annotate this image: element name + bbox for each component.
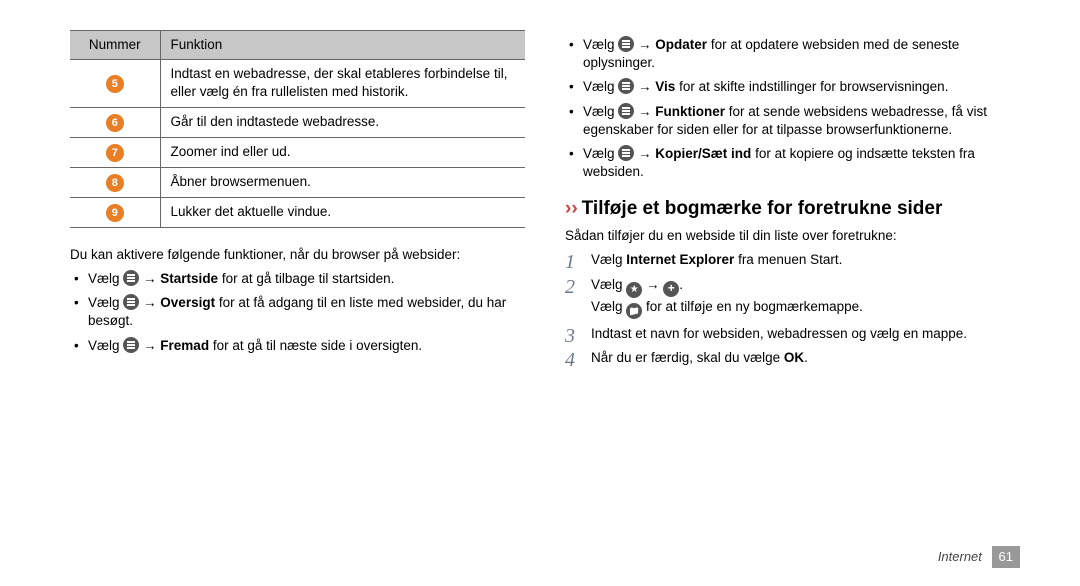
number-badge: 8: [106, 174, 124, 192]
table-row: 9 Lukker det aktuelle vindue.: [70, 197, 525, 227]
steps-list: 1 Vælg Internet Explorer fra menuen Star…: [565, 251, 1020, 367]
number-badge: 9: [106, 204, 124, 222]
step-2: 2 Vælg → . Vælg for at tilføje en ny bog…: [565, 276, 1020, 319]
bullet-oversigt: Vælg → Oversigt for at få adgang til en …: [70, 294, 525, 330]
intro-text: Du kan aktivere følgende funktioner, når…: [70, 246, 525, 264]
function-desc: Lukker det aktuelle vindue.: [160, 197, 525, 227]
bullet-funktioner: Vælg → Funktioner for at sende websidens…: [565, 103, 1020, 139]
menu-icon: [618, 103, 634, 119]
number-badge: 6: [106, 114, 124, 132]
menu-icon: [123, 337, 139, 353]
bullet-kopier: Vælg → Kopier/Sæt ind for at kopiere og …: [565, 145, 1020, 181]
folder-icon: [626, 303, 642, 319]
function-desc: Indtast en webadresse, der skal etablere…: [160, 60, 525, 107]
bullet-startside: Vælg → Startside for at gå tilbage til s…: [70, 270, 525, 288]
section-sub: Sådan tilføjer du en webside til din lis…: [565, 227, 1020, 245]
function-desc: Går til den indtastede webadresse.: [160, 107, 525, 137]
step-3: 3 Indtast et navn for websiden, webadres…: [565, 325, 1020, 343]
table-row: 5 Indtast en webadresse, der skal etabler…: [70, 60, 525, 107]
function-desc: Åbner browsermenuen.: [160, 167, 525, 197]
th-number: Nummer: [70, 31, 160, 60]
th-function: Funktion: [160, 31, 525, 60]
table-row: 8 Åbner browsermenuen.: [70, 167, 525, 197]
step-1: 1 Vælg Internet Explorer fra menuen Star…: [565, 251, 1020, 269]
menu-icon: [618, 78, 634, 94]
page-footer: Internet 61: [938, 546, 1020, 568]
footer-page-number: 61: [992, 546, 1020, 568]
menu-icon: [618, 36, 634, 52]
right-column: Vælg → Opdater for at opdatere websiden …: [565, 30, 1020, 373]
footer-section: Internet: [938, 549, 982, 564]
function-desc: Zoomer ind eller ud.: [160, 137, 525, 167]
bullet-vis: Vælg → Vis for at skifte indstillinger f…: [565, 78, 1020, 96]
left-column: Nummer Funktion 5 Indtast en webadresse, …: [70, 30, 525, 373]
menu-icon: [123, 294, 139, 310]
number-badge: 7: [106, 144, 124, 162]
number-badge: 5: [106, 75, 124, 93]
bullet-list-left: Vælg → Startside for at gå tilbage til s…: [70, 270, 525, 355]
bullet-opdater: Vælg → Opdater for at opdatere websiden …: [565, 36, 1020, 72]
plus-icon: [663, 281, 679, 297]
menu-icon: [123, 270, 139, 286]
function-table: Nummer Funktion 5 Indtast en webadresse, …: [70, 30, 525, 228]
bullet-list-right: Vælg → Opdater for at opdatere websiden …: [565, 36, 1020, 182]
chevron-icon: ››: [565, 198, 578, 219]
table-row: 6 Går til den indtastede webadresse.: [70, 107, 525, 137]
section-heading: ››Tilføje et bogmærke for foretrukne sid…: [565, 196, 1020, 222]
menu-icon: [618, 145, 634, 161]
bullet-fremad: Vælg → Fremad for at gå til næste side i…: [70, 337, 525, 355]
step-4: 4 Når du er færdig, skal du vælge OK.: [565, 349, 1020, 367]
star-icon: [626, 282, 642, 298]
table-row: 7 Zoomer ind eller ud.: [70, 137, 525, 167]
